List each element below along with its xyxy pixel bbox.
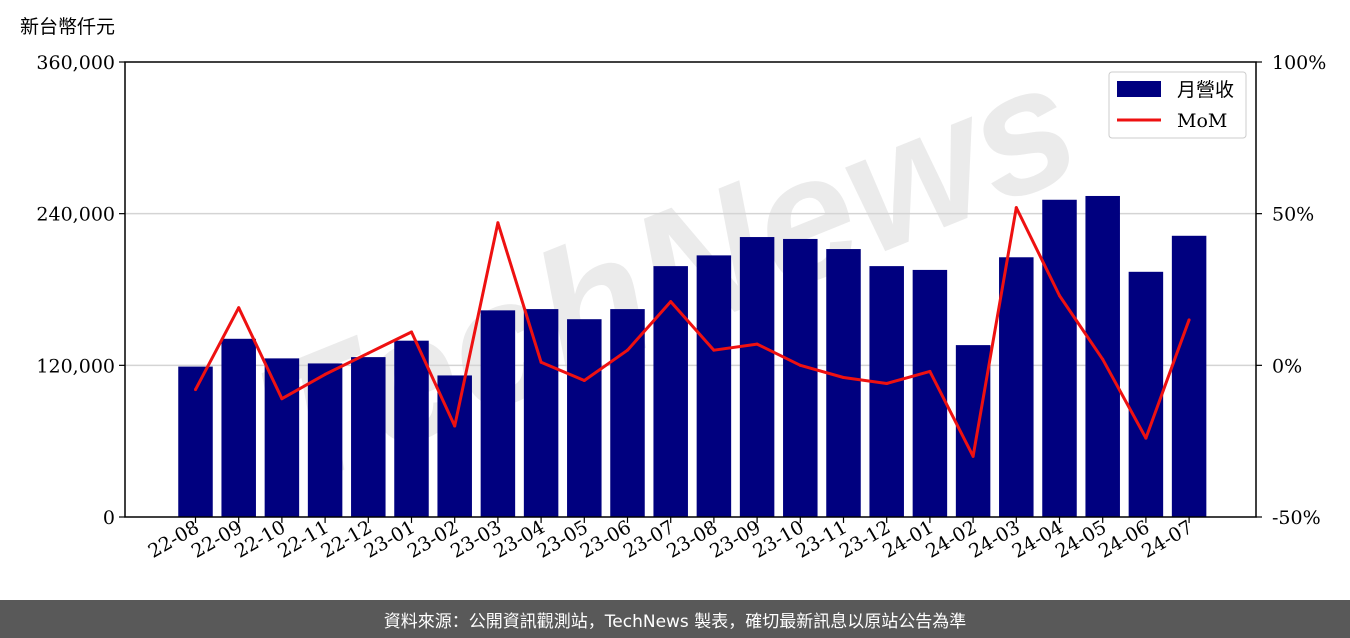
- mom-point-24-02: [971, 454, 975, 458]
- bar-23-03: [480, 310, 516, 517]
- legend-label-revenue: 月營收: [1177, 79, 1234, 101]
- right-tick-label: 0%: [1272, 355, 1302, 377]
- bar-24-07: [1171, 235, 1207, 517]
- mom-point-23-03: [496, 221, 500, 225]
- bar-series: [178, 195, 1207, 518]
- bar-23-11: [826, 249, 861, 518]
- mom-point-23-10: [798, 363, 802, 367]
- mom-point-22-09: [237, 306, 241, 310]
- bar-23-10: [783, 238, 818, 517]
- line-series: [194, 206, 1191, 458]
- right-tick-label: 50%: [1272, 204, 1314, 226]
- x-tick-label-24-07: 24-07: [1138, 516, 1196, 562]
- mom-point-24-07: [1187, 318, 1191, 322]
- mom-point-22-08: [194, 388, 197, 392]
- bar-23-05: [567, 319, 602, 517]
- left-tick-label: 360,000: [36, 52, 115, 74]
- bar-22-11: [307, 363, 343, 517]
- mom-point-24-03: [1014, 206, 1018, 210]
- mom-point-23-04: [539, 360, 543, 364]
- legend: 月營收 MoM: [1108, 71, 1247, 139]
- mom-point-22-10: [280, 397, 284, 401]
- bar-22-12: [351, 357, 386, 517]
- bar-23-04: [523, 309, 559, 517]
- bar-22-08: [178, 366, 213, 517]
- mom-point-24-06: [1144, 436, 1148, 440]
- mom-point-23-11: [842, 375, 845, 379]
- bar-23-06: [610, 309, 645, 517]
- bar-22-09: [221, 338, 256, 517]
- mom-point-24-05: [1101, 357, 1105, 361]
- footer-text: 資料來源：公開資訊觀測站，TechNews 製表，確切最新訊息以原站公告為準: [383, 611, 967, 632]
- bar-23-08: [696, 255, 732, 517]
- bar-23-01: [394, 340, 429, 517]
- mom-point-22-12: [366, 351, 370, 355]
- mom-point-23-01: [410, 330, 413, 334]
- legend-swatch-bar: [1117, 81, 1161, 97]
- mom-point-23-07: [669, 300, 673, 304]
- left-tick-label: 120,000: [36, 355, 115, 377]
- mom-line: [194, 206, 1191, 458]
- right-tick-label: -50%: [1272, 507, 1321, 529]
- mom-point-23-02: [453, 424, 457, 428]
- right-tick-label: 100%: [1272, 52, 1326, 74]
- mom-point-23-06: [626, 348, 629, 352]
- bar-23-07: [653, 266, 688, 517]
- source-footer: 資料來源：公開資訊觀測站，TechNews 製表，確切最新訊息以原站公告為準: [0, 600, 1350, 638]
- bar-24-04: [1042, 199, 1077, 517]
- x-axis: 22-0822-0922-1022-1122-1223-0123-0223-03…: [145, 516, 1197, 562]
- bar-24-06: [1128, 271, 1164, 517]
- mom-point-22-11: [323, 372, 327, 376]
- left-axis-label: 新台幣仟元: [20, 16, 115, 38]
- mom-point-23-12: [885, 382, 889, 386]
- plot-frame: [124, 61, 1257, 518]
- bar-23-12: [869, 266, 904, 517]
- bar-23-09: [739, 237, 775, 517]
- mom-point-24-04: [1058, 294, 1061, 298]
- mom-point-24-01: [928, 369, 932, 373]
- left-axis: 0 120,000 240,000 360,000: [36, 52, 125, 529]
- mom-point-23-08: [712, 348, 716, 352]
- bar-22-10: [264, 358, 300, 517]
- bar-24-03: [999, 257, 1034, 517]
- bar-24-05: [1085, 195, 1120, 517]
- right-axis: -50% 0% 50% 100%: [1256, 52, 1326, 529]
- mom-point-23-09: [755, 342, 759, 346]
- left-tick-label: 0: [103, 507, 115, 529]
- left-tick-label: 240,000: [36, 204, 115, 226]
- mom-point-23-05: [582, 379, 586, 382]
- legend-label-mom: MoM: [1177, 110, 1227, 132]
